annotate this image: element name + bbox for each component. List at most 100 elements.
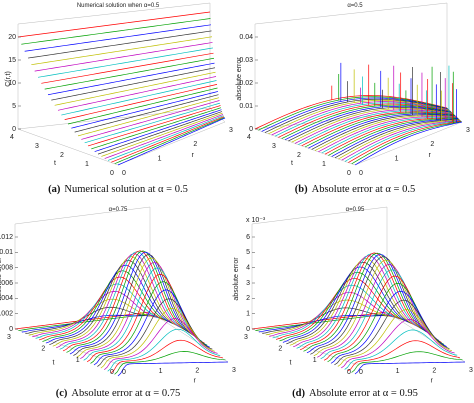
- curve: [66, 250, 190, 353]
- curve: [324, 78, 458, 155]
- curve: [69, 251, 192, 355]
- curve: [80, 261, 200, 360]
- r-axis-label: r: [194, 378, 197, 385]
- curve: [57, 76, 217, 111]
- curve: [271, 87, 450, 136]
- curve: [64, 84, 218, 120]
- r-tick-label: 1: [396, 368, 400, 375]
- r-tick-label: 3: [466, 127, 470, 134]
- curve: [272, 284, 403, 339]
- r-axis-label: r: [192, 152, 195, 159]
- caption-label: (b): [295, 184, 308, 195]
- t-tick-label: 1: [85, 161, 89, 168]
- curve: [344, 329, 458, 370]
- curve: [313, 259, 434, 357]
- curve: [41, 52, 214, 84]
- curve: [328, 66, 459, 156]
- curve: [45, 264, 174, 344]
- panel-title: α=0.95: [346, 207, 365, 213]
- curve: [281, 82, 452, 139]
- curve: [111, 116, 225, 163]
- curve: [104, 318, 218, 370]
- t-tick-label: 1: [322, 161, 326, 168]
- curve: [317, 263, 437, 358]
- curve: [97, 111, 223, 155]
- curve: [344, 65, 461, 162]
- curve: [274, 76, 451, 137]
- curve: [94, 109, 222, 152]
- z-tick-label: 3: [246, 280, 250, 287]
- curve: [18, 313, 153, 331]
- r-tick-label: 3: [232, 367, 236, 374]
- z-tick-label: 0.01: [239, 103, 253, 110]
- t-tick-label: 0: [347, 369, 351, 376]
- caption-text: Numerical solution at α = 0.5: [64, 184, 187, 195]
- curve: [52, 256, 179, 347]
- panel: Numerical solution when α=0.505101520C(r…: [5, 2, 233, 195]
- caption: (d) Absolute error at α = 0.95: [292, 388, 418, 399]
- z-tick-label: 4: [246, 265, 250, 272]
- r-tick-label: 3: [469, 367, 473, 374]
- curve: [334, 71, 460, 159]
- curve: [284, 70, 452, 141]
- r-tick-label: 1: [159, 368, 163, 375]
- curve: [21, 314, 156, 333]
- z-tick-label: 0.01: [0, 249, 13, 256]
- curve: [303, 252, 427, 352]
- curve: [21, 18, 211, 45]
- z-tick-label: 0: [12, 126, 16, 133]
- t-axis-label: t: [291, 160, 293, 167]
- curve: [306, 253, 429, 354]
- curve: [304, 90, 455, 148]
- curve: [254, 85, 448, 130]
- z-tick-label: 0: [9, 326, 13, 333]
- panel: α=0.75 0 0.002 0.004 0.006 0.008 0.01 0.012 abso…: [0, 206, 236, 399]
- curve: [49, 260, 177, 345]
- t-tick-label: 1: [313, 357, 317, 364]
- z-axis-label: absolute error: [233, 257, 240, 301]
- curve: [327, 282, 445, 363]
- axis-line: [17, 128, 119, 166]
- curve: [54, 71, 216, 106]
- curve: [291, 77, 453, 143]
- curve: [117, 361, 229, 377]
- curve: [286, 261, 414, 345]
- curve: [42, 270, 171, 342]
- curve: [67, 87, 218, 125]
- curve: [320, 269, 440, 360]
- curve: [117, 117, 226, 166]
- curve: [86, 273, 205, 363]
- z-tick-label: 0.012: [0, 234, 13, 241]
- caption-label: (a): [48, 184, 61, 195]
- r-tick-label: 1: [158, 156, 162, 163]
- axis-line: [117, 121, 226, 166]
- z-tick-label: 5: [246, 249, 250, 256]
- curve: [17, 11, 211, 38]
- curve: [77, 97, 220, 137]
- curve: [31, 36, 213, 66]
- z-tick-label: 10: [8, 80, 16, 87]
- curve: [311, 66, 456, 150]
- t-tick-label: 0: [347, 170, 351, 177]
- curve: [114, 351, 226, 375]
- t-tick-label: 2: [60, 152, 64, 159]
- curve: [321, 90, 458, 154]
- t-axis-label: t: [53, 359, 55, 366]
- axis-line: [354, 121, 463, 166]
- axis-line: [254, 2, 448, 25]
- curve: [27, 30, 212, 59]
- r-tick-label: 0: [122, 170, 126, 177]
- curve: [28, 298, 161, 336]
- r-tick-label: 1: [395, 156, 399, 163]
- curve: [330, 290, 447, 364]
- curve: [76, 257, 197, 358]
- curve: [37, 47, 214, 78]
- z-tick-label: 15: [8, 57, 16, 64]
- axis-line: [251, 328, 356, 365]
- r-tick-label: 0: [359, 369, 363, 376]
- z-tick-label: 0.03: [239, 57, 253, 64]
- curve: [308, 78, 456, 149]
- t-tick-label: 4: [247, 134, 251, 141]
- curve: [87, 105, 221, 147]
